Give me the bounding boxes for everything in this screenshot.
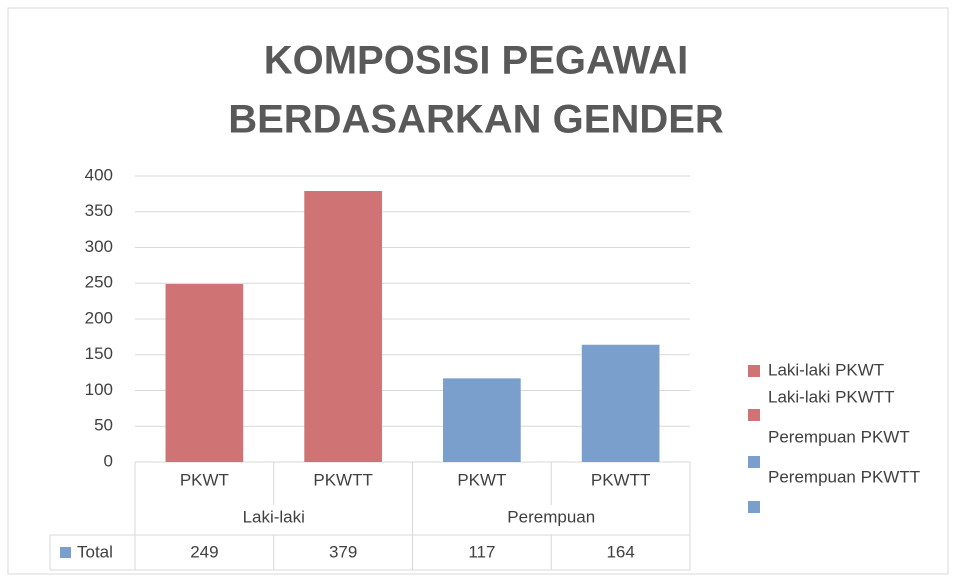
bar [304, 191, 382, 462]
y-tick-label: 0 [104, 451, 113, 470]
x-tick-label: PKWTT [313, 470, 373, 489]
x-tick-label: PKWTT [591, 470, 651, 489]
y-tick-label: 350 [85, 201, 113, 220]
chart-title: BERDASARKAN GENDER [228, 98, 724, 142]
legend-label: Laki-laki PKWT [768, 360, 884, 379]
chart-frame [7, 7, 949, 575]
legend-label: Perempuan PKWTT [768, 467, 920, 486]
table-value: 249 [190, 542, 218, 561]
legend-key [748, 365, 760, 377]
y-tick-label: 100 [85, 380, 113, 399]
bar [581, 344, 660, 462]
table-value: 164 [606, 542, 634, 561]
y-tick-label: 150 [85, 344, 113, 363]
group-label: Perempuan [507, 507, 595, 526]
y-tick-label: 300 [85, 237, 113, 256]
table-row-label: Total [77, 542, 113, 561]
x-tick-label: PKWT [457, 470, 506, 489]
group-label: Laki-laki [243, 507, 305, 526]
bar [165, 283, 244, 462]
chart-title: KOMPOSISI PEGAWAI [264, 39, 689, 83]
legend-key [748, 501, 760, 513]
bar [443, 378, 521, 462]
x-tick-label: PKWT [180, 470, 229, 489]
y-tick-label: 50 [94, 416, 113, 435]
legend-label: Laki-laki PKWTT [768, 387, 895, 406]
table-legend-key [60, 547, 71, 558]
y-tick-label: 200 [85, 308, 113, 327]
table-value: 117 [468, 542, 495, 561]
legend-label: Perempuan PKWT [768, 427, 910, 446]
legend-key [748, 409, 760, 421]
table-value: 379 [329, 542, 357, 561]
y-tick-label: 250 [85, 273, 113, 292]
y-tick-label: 400 [85, 165, 113, 184]
legend-key [748, 456, 760, 468]
